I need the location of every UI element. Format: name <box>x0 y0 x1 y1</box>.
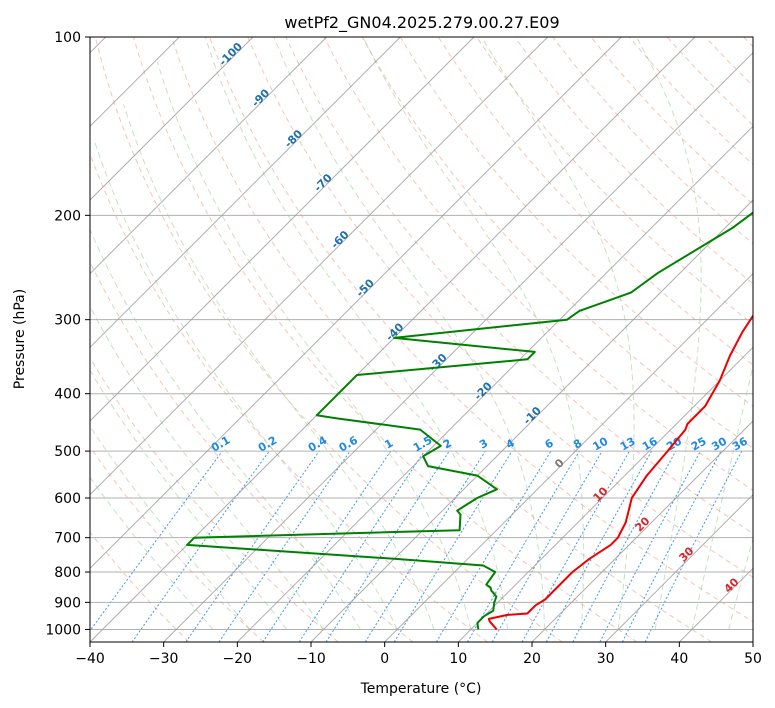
dry-adiabat <box>361 37 753 449</box>
moist-adiabat <box>123 104 435 630</box>
y-tick-label: 1000 <box>45 622 81 638</box>
dry-adiabat <box>209 37 753 623</box>
x-tick-label: −40 <box>75 651 105 667</box>
moist-adiabat <box>90 476 214 630</box>
mixing-ratio-line <box>218 450 351 642</box>
dry-adiabat <box>132 37 638 642</box>
mixing-ratio-line <box>90 450 223 632</box>
moist-adiabat <box>90 369 288 630</box>
mixing-ratio-line <box>521 450 630 642</box>
mixing-ratio-line <box>262 450 392 642</box>
isotherm <box>531 420 753 642</box>
y-tick-label: 400 <box>54 387 81 403</box>
mixing-ratio-line <box>185 450 320 642</box>
isotherm <box>90 37 328 275</box>
isotherm <box>90 37 475 422</box>
dry-adiabat <box>90 446 264 642</box>
isotherm <box>90 37 549 496</box>
x-axis-title: Temperature (°C) <box>360 681 482 697</box>
x-tick-label: 0 <box>380 651 389 667</box>
y-tick-label: 700 <box>54 531 81 547</box>
moist-adiabat <box>728 536 753 630</box>
y-axis-title: Pressure (hPa) <box>12 289 28 389</box>
x-tick-label: −30 <box>149 651 179 667</box>
mixing-ratio-line <box>545 450 653 642</box>
moist-adiabats <box>90 37 753 630</box>
y-tick-label: 800 <box>54 565 81 581</box>
x-tick-label: 50 <box>744 651 762 667</box>
dry-adiabat <box>399 37 753 407</box>
isotherm <box>90 37 401 349</box>
plot-area: -100-90-80-70-60-50-40-30-20-100.1 0.2 0.4… <box>90 37 753 642</box>
isotherm <box>236 125 753 642</box>
moist-adiabat <box>362 37 585 630</box>
plot-frame <box>89 36 754 643</box>
mixing-ratio-line <box>325 450 450 642</box>
x-tick-label: 20 <box>523 651 541 667</box>
y-tick-label: 900 <box>54 595 81 611</box>
moist-adiabat <box>635 37 702 630</box>
y-tick-label: 200 <box>54 208 81 224</box>
dry-adiabat <box>90 531 190 642</box>
dry-adiabat <box>247 37 753 578</box>
y-tick-label: 300 <box>54 313 81 329</box>
chart-title: wetPf2_GN04.2025.279.00.27.E09 <box>284 13 559 33</box>
x-tick-label: 40 <box>670 651 688 667</box>
isotherm <box>90 37 622 570</box>
mixing-ratio-line <box>644 450 743 642</box>
pressure-gridlines <box>90 37 753 630</box>
dry-adiabat <box>94 37 563 642</box>
isotherm <box>605 493 753 642</box>
dry-adiabat <box>90 356 339 642</box>
x-tick-label: 30 <box>597 651 615 667</box>
dewpoint-profile <box>186 211 753 630</box>
moist-adiabat <box>273 37 546 630</box>
isotherm <box>384 272 753 642</box>
x-axis: −40 −30 −20 −10 0 10 20 30 40 50 <box>75 642 762 667</box>
x-tick-label: 10 <box>449 651 467 667</box>
sounding-profiles <box>186 211 753 631</box>
y-axis: 100 200 300 400 500 600 700 800 900 1000 <box>45 30 90 638</box>
moist-adiabat <box>90 305 325 630</box>
moist-adiabat <box>156 61 472 630</box>
dry-adiabats <box>90 37 753 642</box>
isotherm <box>163 51 753 642</box>
dry-adiabat <box>90 152 488 642</box>
moist-adiabat <box>94 141 398 630</box>
y-tick-label: 500 <box>54 444 81 460</box>
y-tick-label: 600 <box>54 491 81 507</box>
skewed-isotherms <box>90 37 753 642</box>
isotherm <box>90 37 254 201</box>
isotherm <box>310 199 753 642</box>
dry-adiabat <box>514 37 753 285</box>
mixing-ratio-line <box>298 450 425 642</box>
x-tick-label: −20 <box>223 651 253 667</box>
mixing-ratio-line <box>621 450 722 642</box>
mixing-ratio-line <box>572 450 677 642</box>
moist-adiabat <box>204 37 509 630</box>
dry-adiabat <box>171 37 712 642</box>
y-tick-label: 100 <box>54 30 81 46</box>
moist-adiabat <box>481 37 635 630</box>
temperature-profile <box>487 313 753 631</box>
moist-adiabat <box>691 363 753 630</box>
x-tick-label: −10 <box>296 651 326 667</box>
isotherm <box>457 346 753 642</box>
